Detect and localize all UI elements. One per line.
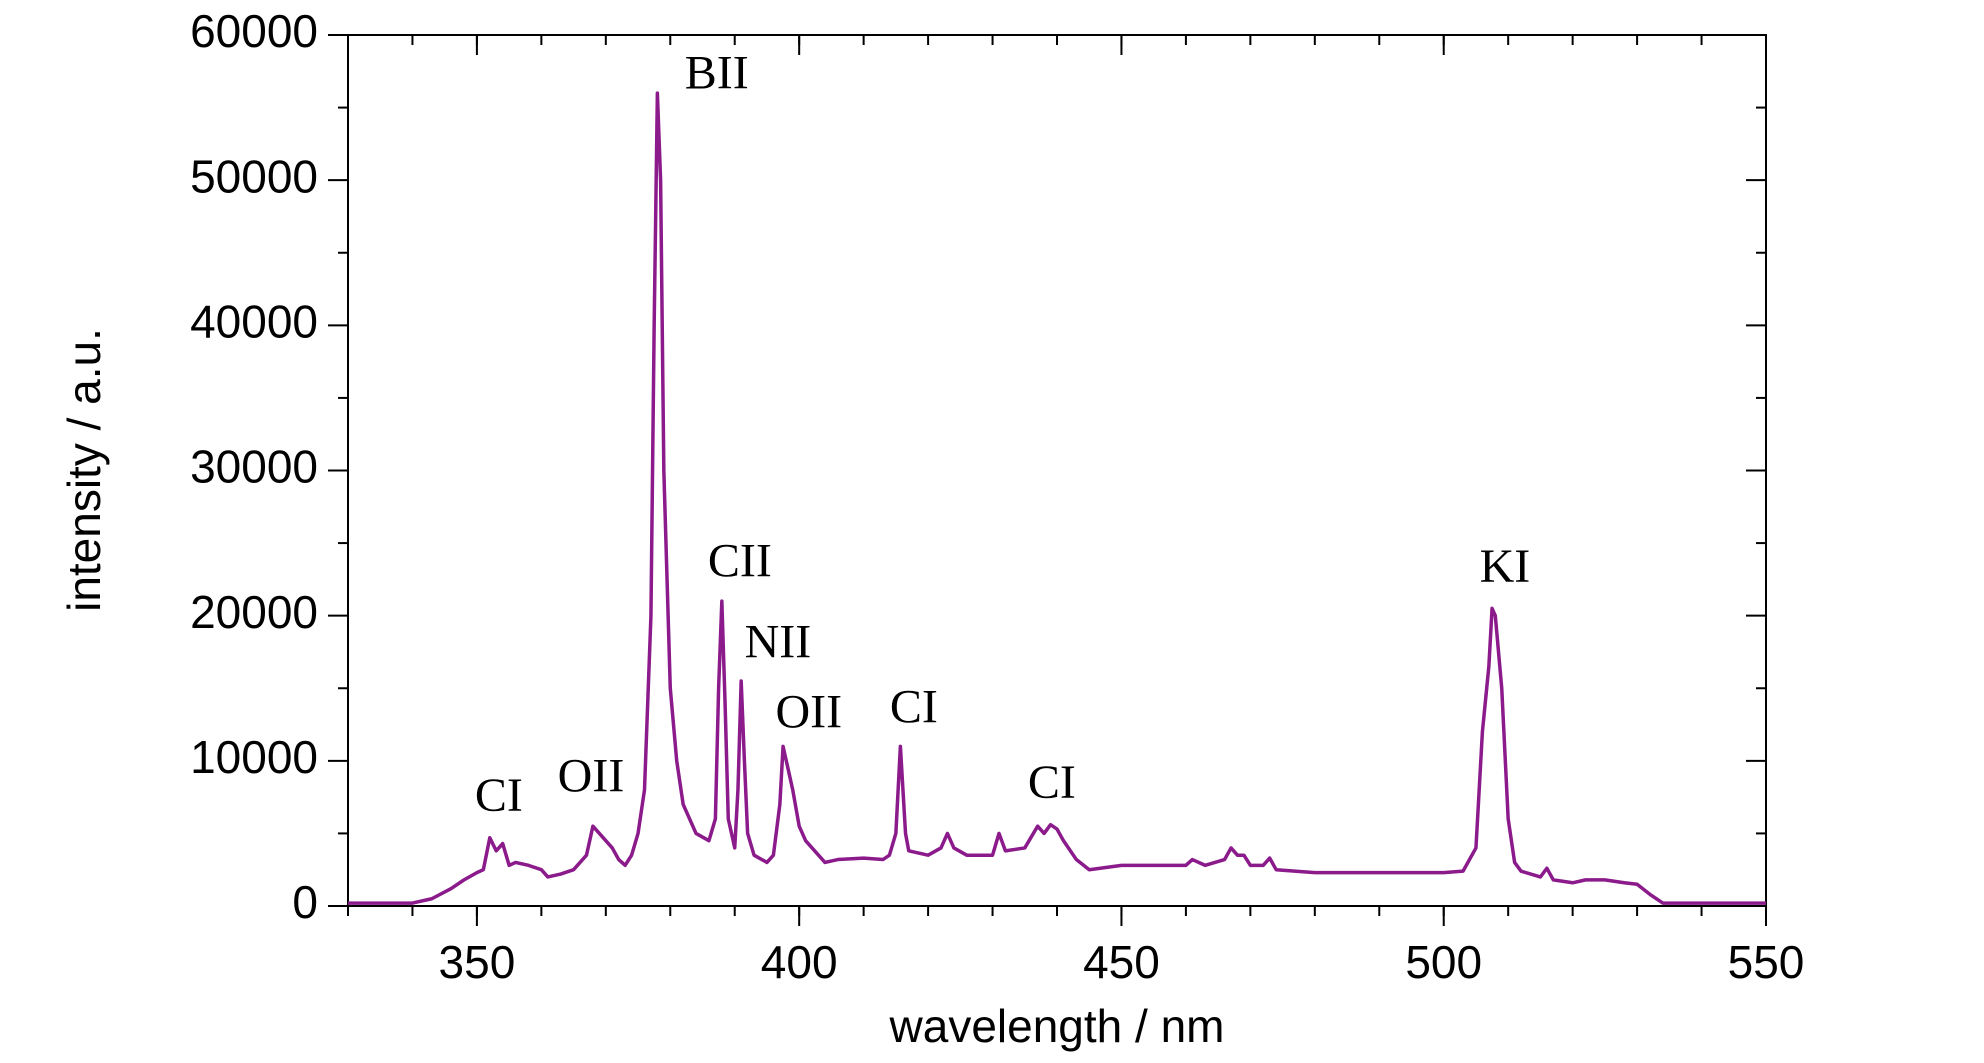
- peak-label: OII: [776, 686, 843, 739]
- x-tick-label: 400: [761, 936, 838, 988]
- y-tick-label: 30000: [190, 441, 318, 493]
- peak-label: OII: [558, 750, 625, 803]
- x-tick-label: 550: [1728, 936, 1805, 988]
- y-tick-label: 10000: [190, 731, 318, 783]
- y-tick-label: 40000: [190, 295, 318, 347]
- y-axis-label: intensity / a.u.: [58, 328, 110, 612]
- y-tick-label: 0: [292, 876, 318, 928]
- peak-label: CII: [708, 535, 772, 588]
- peak-label: KI: [1480, 540, 1531, 593]
- x-tick-label: 500: [1405, 936, 1482, 988]
- y-tick-label: 50000: [190, 150, 318, 202]
- spectrum-line: [348, 91, 1766, 905]
- x-tick-label: 350: [439, 936, 516, 988]
- y-tick-label: 20000: [190, 586, 318, 638]
- peak-label: CI: [890, 681, 938, 734]
- peak-label: BII: [685, 46, 749, 99]
- peak-label: CI: [1028, 756, 1076, 809]
- y-tick-label: 60000: [190, 5, 318, 57]
- x-axis-label: wavelength / nm: [889, 1000, 1225, 1052]
- peak-label: NII: [745, 615, 812, 668]
- peak-label: CI: [475, 769, 523, 822]
- x-tick-label: 450: [1083, 936, 1160, 988]
